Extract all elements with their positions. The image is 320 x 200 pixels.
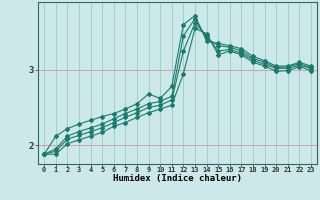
X-axis label: Humidex (Indice chaleur): Humidex (Indice chaleur) [113, 174, 242, 183]
